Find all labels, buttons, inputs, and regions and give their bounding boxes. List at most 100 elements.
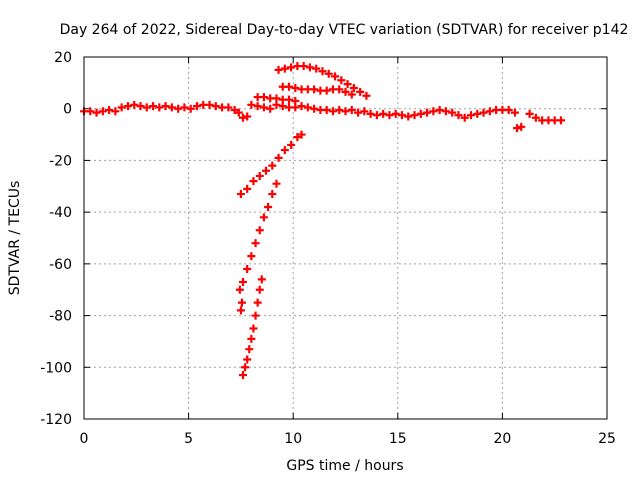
chart-title: Day 264 of 2022, Sidereal Day-to-day VTE… [60,22,629,38]
data-point [211,102,220,111]
data-point [205,100,214,109]
data-point [259,213,268,222]
y-tick-label: -120 [40,412,72,428]
data-point [92,108,101,117]
data-point [238,277,247,286]
data-point [117,103,126,112]
data-point [253,102,262,111]
data-point [303,103,312,112]
data-point [86,107,95,116]
data-point [322,106,331,115]
data-point [224,103,233,112]
data-point [174,104,183,113]
data-point [235,285,244,294]
data-point [460,113,469,122]
data-point [435,106,444,115]
data-point [531,113,540,122]
x-tick-label: 5 [184,431,193,447]
data-point [251,239,260,248]
data-point [312,64,321,73]
y-tick-label: -20 [49,153,72,169]
data-point [272,179,281,188]
data-point [259,93,268,102]
data-point [111,107,120,116]
data-point [467,111,476,120]
data-point [285,95,294,104]
x-tick-label: 20 [493,431,511,447]
data-point [287,140,296,149]
data-point [366,109,375,118]
y-tick-label: -80 [49,309,72,325]
data-point [287,63,296,72]
data-point [238,113,247,122]
data-point [335,85,344,94]
data-point [155,103,164,112]
data-point [234,108,243,117]
data-point [237,298,246,307]
data-point [517,122,526,131]
data-point [243,184,252,193]
series-main-band [80,100,565,133]
data-point [448,108,457,117]
data-point [253,298,262,307]
tick-labels: 0 5 10 15 20 25 20 0 -20 -40 -60 -80 -100 -120 [40,50,616,447]
data-point [130,100,139,109]
data-point [255,226,264,235]
data-point [454,111,463,120]
series-upper-arcs [253,62,371,105]
data-point [136,102,145,111]
data-point [410,111,419,120]
data-point [328,107,337,116]
data-point [379,109,388,118]
y-axis-label: SDTVAR / TECUs [7,181,23,296]
data-point [349,84,358,93]
data-point [274,153,283,162]
data-point [385,111,394,120]
data-point [318,67,327,76]
data-point [272,94,281,103]
data-point [105,106,114,115]
x-tick-label: 25 [598,431,616,447]
data-point [149,102,158,111]
x-tick-label: 10 [284,431,302,447]
x-axis-label: GPS time / hours [286,458,403,474]
data-point [360,107,369,116]
data-point [274,65,283,74]
data-point [391,109,400,118]
data-point [236,190,245,199]
data-point [341,87,350,96]
data-point [331,72,340,81]
data-point [397,111,406,120]
data-point [247,334,256,343]
data-point [556,116,565,125]
data-point [510,108,519,117]
data-points [80,62,565,380]
data-point [324,69,333,78]
data-point [362,91,371,100]
data-point [180,103,189,112]
data-point [441,107,450,116]
data-point [249,324,258,333]
data-point [299,62,308,71]
data-point [255,285,264,294]
data-point [264,202,273,211]
data-point [335,106,344,115]
data-point [247,252,256,261]
data-point [257,275,266,284]
data-point [268,161,277,170]
data-point [249,177,258,186]
data-point [525,109,534,118]
data-point [485,107,494,116]
data-point [416,109,425,118]
data-point [280,146,289,155]
data-point [305,63,314,72]
data-point [343,80,352,89]
data-point [354,108,363,117]
data-point [259,103,268,112]
data-point [356,87,365,96]
data-point [479,108,488,117]
data-point [255,171,264,180]
data-point [241,363,250,372]
